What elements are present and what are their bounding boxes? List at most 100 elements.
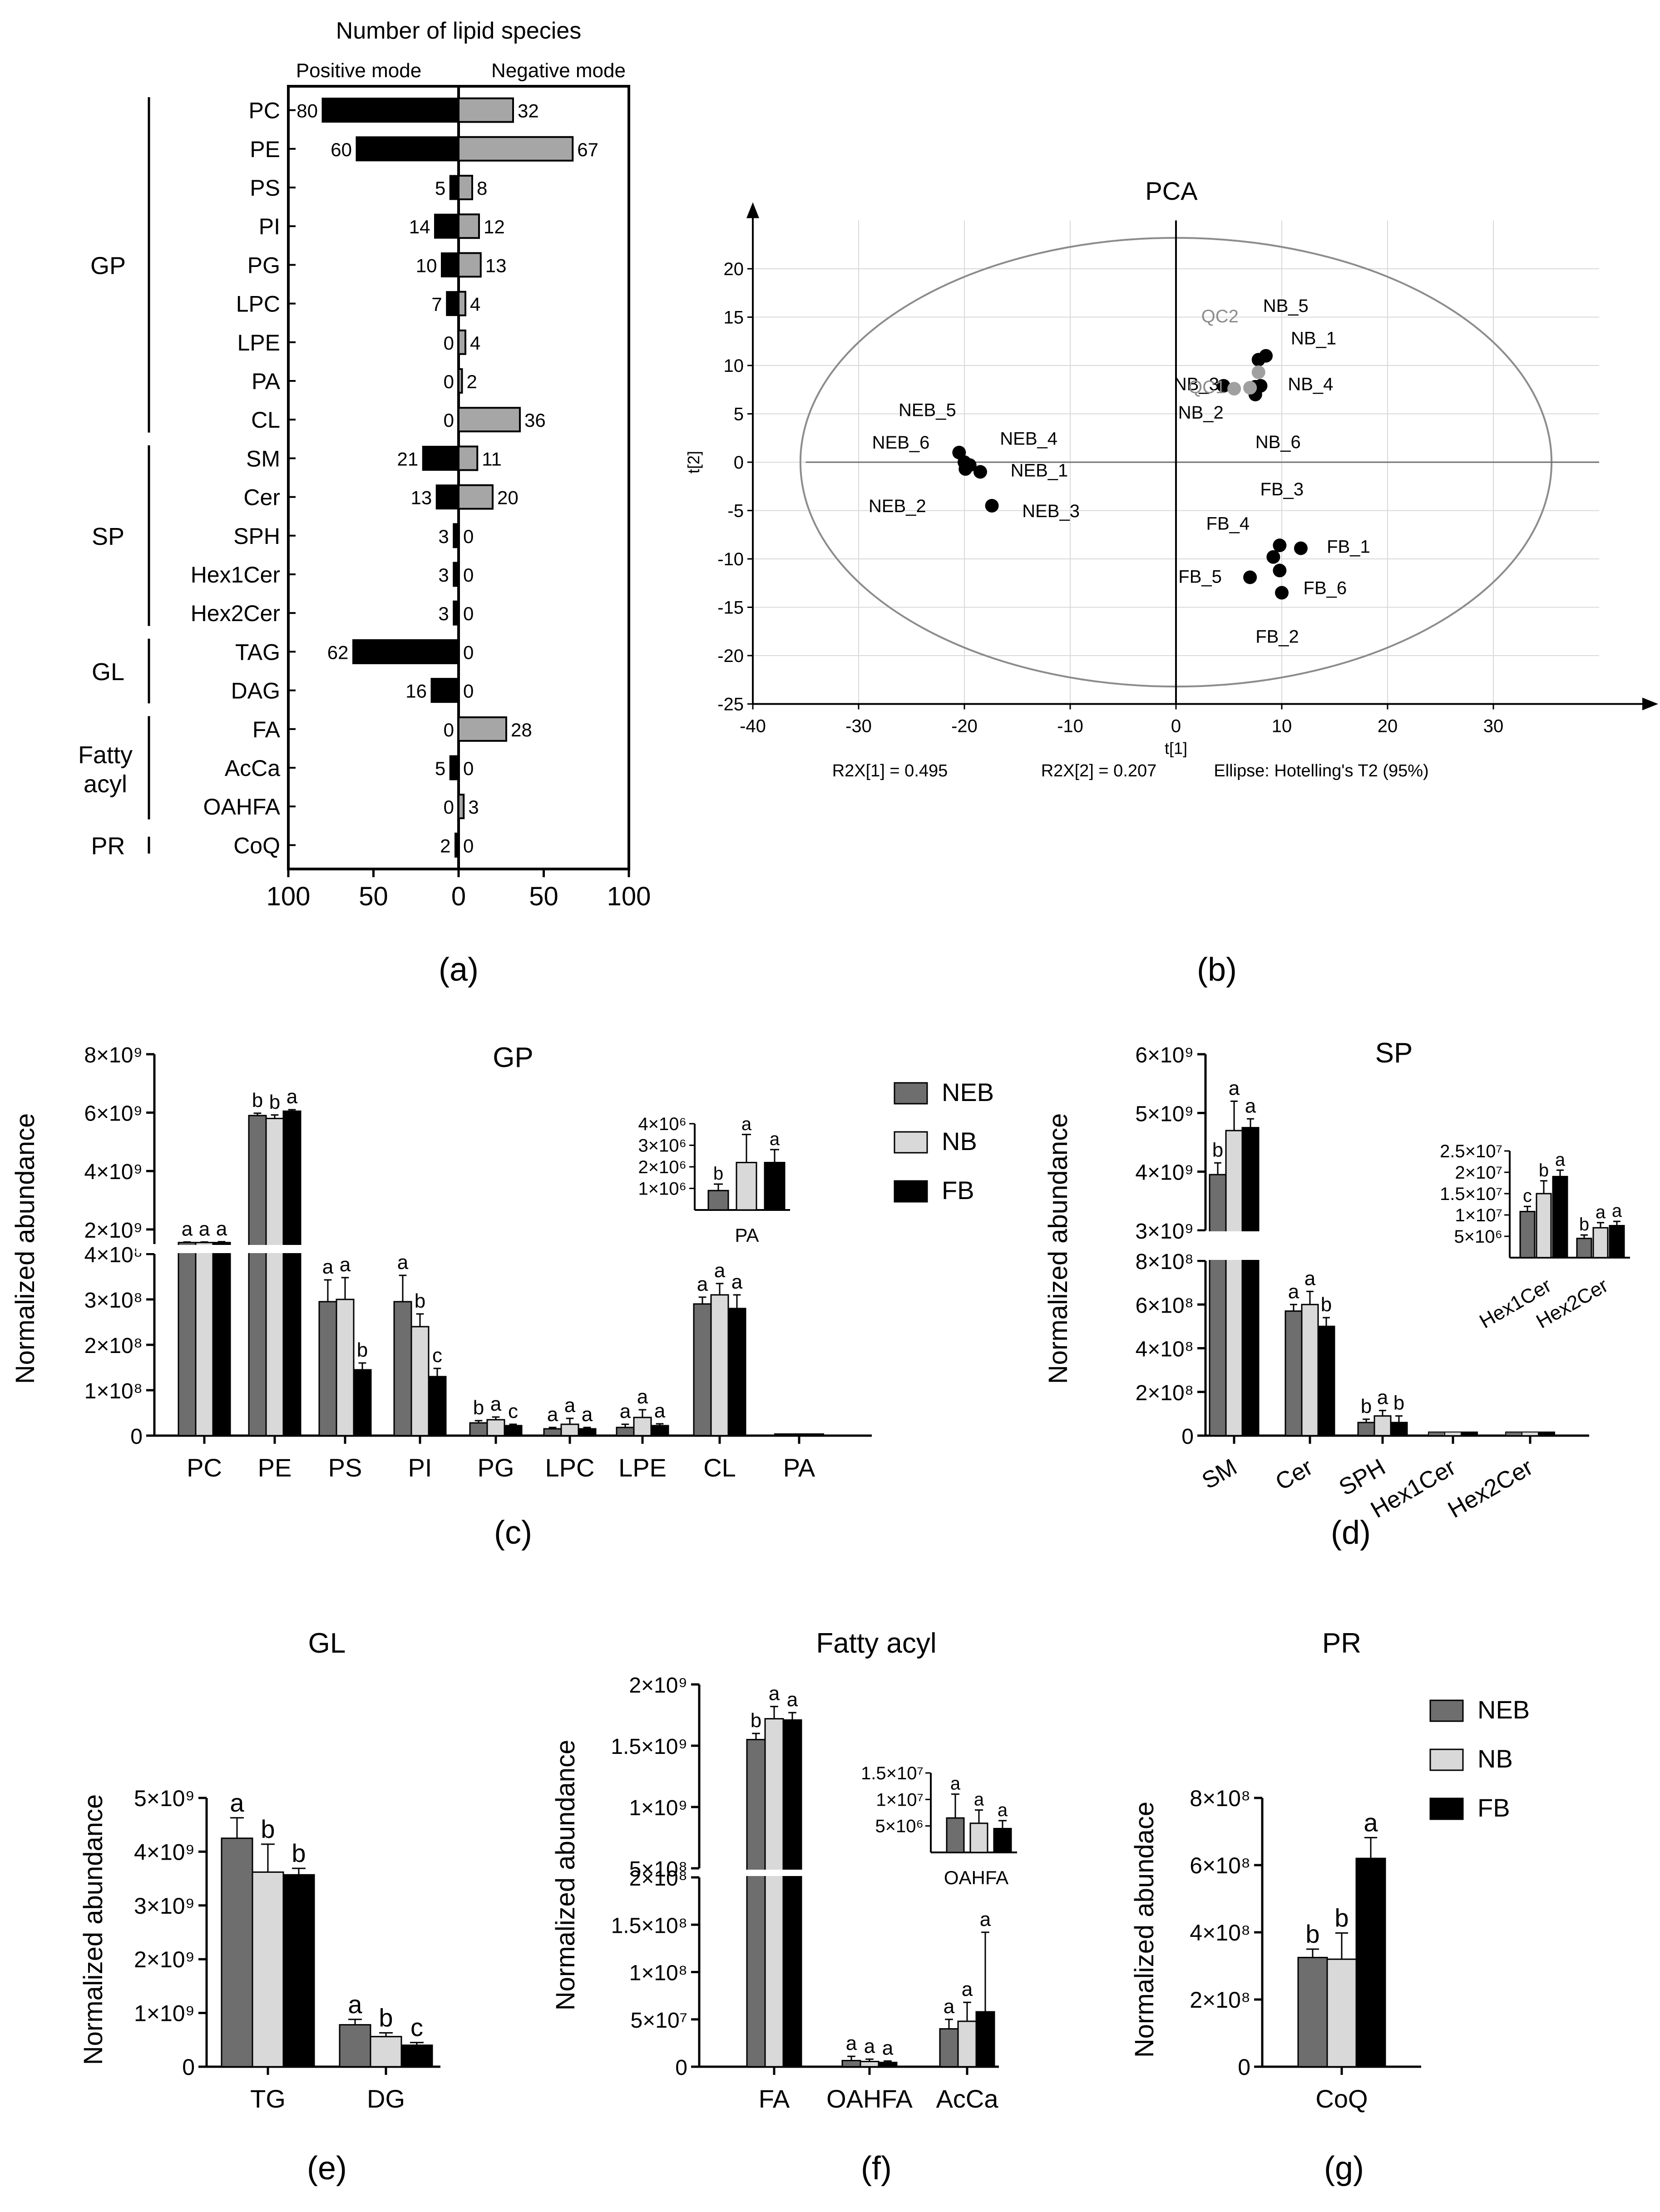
bar-positive [449,755,459,780]
significance-letter: a [348,1990,362,2019]
inset-y-tick-label: 3×10⁶ [638,1136,687,1156]
value-label-positive: 5 [435,758,445,779]
significance-letter: a [787,1689,798,1711]
negative-mode-label: Negative mode [491,59,626,82]
x-tick-label: 0 [451,882,466,911]
inset-bar-fb [764,1162,786,1211]
significance-letter: a [620,1400,631,1422]
y-axis-label: t[2] [684,451,703,474]
y-tick-label: 15 [724,308,744,328]
x-tick-label: CoQ [1315,2084,1368,2113]
significance-letter: b [379,2003,393,2032]
y-tick-label: 20 [724,259,744,279]
bar-fb [650,1425,669,1437]
significance-letter: a [980,1908,991,1931]
positive-mode-label: Positive mode [296,59,421,82]
x-tick-label: 100 [267,882,311,911]
x-tick-label: LPE [618,1453,667,1482]
bar-neb [248,1115,267,1437]
y-tick-label: 2×10⁹ [134,1947,195,1972]
significance-letter: b [415,1290,425,1312]
bar-fb [212,1242,231,1437]
significance-letter: c [508,1400,518,1422]
category-label: PE [250,137,280,162]
axis-break-gap [1192,1231,1373,1260]
bar-negative [458,291,466,316]
x-tick-label: -10 [1057,716,1083,736]
point-label: QC2 [1201,306,1239,326]
bar-neb [939,2028,959,2068]
value-label-negative: 0 [463,526,474,547]
group-label: acyl [84,770,127,798]
x-tick-label: PE [258,1453,292,1482]
significance-letter: b [473,1397,484,1419]
point-label: NEB_5 [899,400,956,420]
inset-significance-letter: a [974,1790,984,1810]
significance-letter: a [714,1259,726,1282]
inset-significance-letter: a [998,1800,1008,1820]
x-tick-label: CL [703,1453,736,1482]
y-tick-label-upper: 8×10⁹ [84,1043,143,1067]
bar-nb [1444,1432,1462,1436]
y-tick-label: -10 [717,549,744,569]
significance-letter: a [1377,1387,1388,1409]
significance-letter: a [846,2032,857,2054]
bar-fb [1538,1432,1555,1436]
bar-fb [1355,1857,1386,2068]
significance-letter: b [357,1339,368,1361]
legend-swatch-neb [1429,1699,1464,1722]
y-tick-label-upper: 1×10⁹ [629,1796,687,1820]
x-tick-label: Cer [1271,1454,1317,1496]
category-label: TAG [235,639,280,665]
x-tick-label: PS [328,1453,362,1482]
bar-positive [455,832,459,858]
panel-label-e: (e) [307,2150,347,2187]
significance-letter: c [410,2013,423,2042]
bar-positive [446,291,459,316]
y-tick-label: 2×10⁸ [1190,1987,1250,2013]
legend-label-nb: NB [942,1127,977,1155]
bar-nb [486,1419,505,1437]
bar-neb [543,1428,562,1437]
bar-nb [1301,1304,1319,1437]
bar-neb [393,1301,412,1437]
value-label-positive: 3 [438,603,449,624]
point-fb_5 [1243,570,1257,584]
significance-letter: b [252,1089,263,1111]
bar-fb [428,1376,447,1437]
value-label-negative: 0 [463,758,474,779]
inset-bar-nb [969,1822,988,1853]
group-label: Fatty [78,741,133,769]
legend-label-neb: NEB [942,1078,994,1106]
inset-significance-letter: b [1539,1160,1549,1180]
value-label-positive: 0 [444,332,454,354]
group-label: GL [92,658,124,686]
point-label: NEB_2 [869,496,926,516]
point-label: NEB_6 [872,433,930,453]
bar-negative [458,407,521,433]
point-label: FB_6 [1304,578,1347,598]
value-label-negative: 28 [511,719,532,741]
inset-bar-neb [1519,1210,1536,1259]
inset-y-tick-label: 2×10⁷ [1455,1163,1502,1183]
inset-significance-letter: a [770,1129,780,1149]
point-label: FB_5 [1178,567,1222,587]
bar-neb [1285,1310,1303,1437]
significance-letter: b [269,1091,280,1113]
chart-title: PCA [1145,177,1198,205]
y-tick-label: 6×10⁸ [1190,1853,1250,1878]
value-label-negative: 11 [482,448,502,469]
point-label: NEB_4 [1000,429,1057,449]
significance-letter: a [637,1386,648,1408]
value-label-negative: 8 [477,178,487,199]
significance-letter: a [490,1393,502,1415]
point-label: NB_4 [1288,375,1333,395]
x-tick-label: 50 [359,882,388,911]
significance-letter: a [769,1683,780,1705]
bar-nb [1225,1130,1243,1437]
bar-positive [435,484,459,510]
x-tick-label: 30 [1483,716,1504,736]
x-tick-label: 0 [1171,716,1181,736]
value-label-negative: 4 [470,294,480,315]
significance-letter: b [1334,1903,1349,1932]
